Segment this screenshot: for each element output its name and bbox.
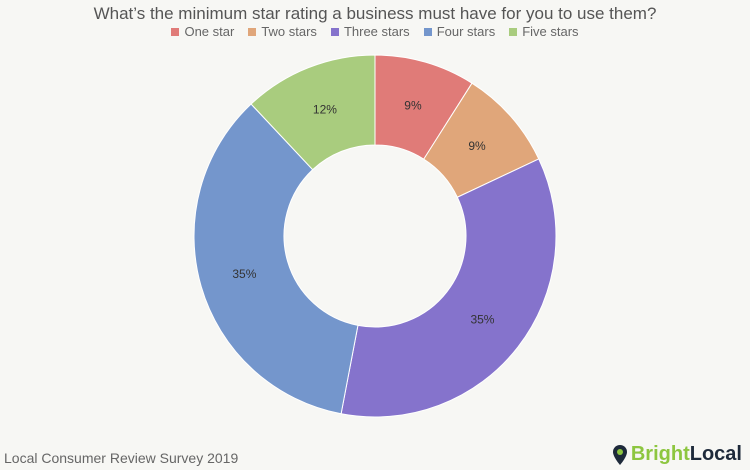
legend-swatch: [423, 27, 432, 36]
legend-label: Five stars: [522, 24, 579, 39]
data-label: 12%: [313, 103, 337, 117]
legend-item: Five stars: [509, 24, 579, 39]
legend-label: Three stars: [343, 24, 410, 39]
data-label: 9%: [404, 98, 422, 112]
chart-title: What’s the minimum star rating a busines…: [93, 4, 657, 23]
data-label: 35%: [232, 267, 256, 281]
legend-swatch: [509, 27, 518, 36]
legend-label: One star: [184, 24, 235, 39]
legend-swatch: [171, 27, 180, 36]
legend-label: Two stars: [261, 24, 317, 39]
legend-label: Four stars: [436, 24, 496, 39]
legend-item: Three stars: [330, 24, 410, 39]
slice-five-stars: [250, 54, 376, 171]
legend-swatch: [330, 27, 339, 36]
legend-item: One star: [171, 24, 234, 39]
slice-three-stars: [340, 158, 557, 418]
legend: One star Two stars Three stars Four stars Fi…: [0, 24, 750, 39]
legend-item: Two stars: [248, 24, 317, 39]
data-label: 9%: [468, 139, 486, 153]
slice-four-stars: [193, 103, 359, 415]
legend-item: Four stars: [423, 24, 496, 39]
legend-swatch: [248, 27, 257, 36]
map-pin-icon: [612, 444, 627, 465]
brightlocal-logo: Bright Local: [612, 443, 742, 466]
footer-source: Local Consumer Review Survey 2019: [4, 450, 239, 466]
data-label: 35%: [470, 312, 494, 326]
